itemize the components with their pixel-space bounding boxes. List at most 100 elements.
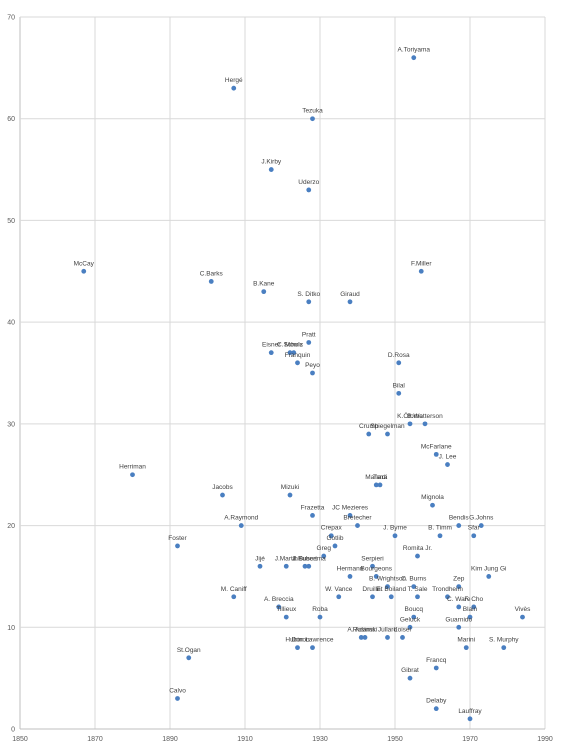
data-label: J. Byrne <box>383 525 407 532</box>
data-label: Foster <box>168 535 187 542</box>
data-label: S. Murphy <box>489 637 519 644</box>
data-label: Zep <box>453 576 465 583</box>
data-label: St.Ogan <box>177 647 201 654</box>
data-label: Crumb <box>359 423 379 430</box>
data-point <box>486 574 492 579</box>
data-point <box>430 502 435 508</box>
data-point <box>377 482 383 488</box>
data-point <box>471 604 477 610</box>
data-point <box>385 584 390 589</box>
data-point <box>437 533 443 539</box>
data-point <box>411 55 417 61</box>
data-point <box>231 85 237 91</box>
data-point <box>175 543 180 549</box>
data-label: Blain <box>463 606 478 613</box>
data-label: A. Breccia <box>264 596 294 603</box>
data-point <box>415 594 420 600</box>
data-point <box>467 716 473 722</box>
data-label: Uderzo <box>298 179 319 186</box>
data-label: Tillieux <box>276 606 297 613</box>
data-points <box>81 55 525 722</box>
data-label: B.Kane <box>253 281 275 288</box>
data-point <box>463 645 469 651</box>
data-point <box>328 533 334 539</box>
data-label: Manara <box>365 474 387 481</box>
data-label: Frazetta <box>301 504 325 511</box>
data-point <box>445 594 450 600</box>
data-label: J.Martin <box>275 555 299 562</box>
data-point <box>283 563 289 569</box>
data-point <box>370 594 375 600</box>
y-tick-label: 30 <box>7 421 15 428</box>
data-point <box>433 451 439 457</box>
data-point <box>276 604 282 610</box>
data-label: C.Schulz <box>277 342 303 349</box>
data-point <box>396 390 402 396</box>
data-label: Eisner <box>262 342 281 349</box>
data-point <box>317 614 323 620</box>
data-label: C. Ware <box>447 596 471 603</box>
data-label: Greg <box>317 545 332 552</box>
y-tick-label: 60 <box>7 116 15 123</box>
data-point <box>456 604 462 610</box>
data-point <box>130 472 135 478</box>
data-point <box>310 370 315 376</box>
data-point <box>467 614 473 620</box>
data-label: Delaby <box>426 698 447 705</box>
data-label: Spiegelman <box>370 423 405 430</box>
data-point <box>231 594 237 600</box>
data-label: Vivès <box>515 606 532 613</box>
axis-ticks: 1850 1870 1890 1910 1930 1950 1970 1990 0 10 20 30 4… <box>7 15 553 744</box>
data-point <box>310 116 315 122</box>
data-point <box>208 279 214 284</box>
data-point <box>310 645 315 651</box>
data-label: T. Sale <box>408 586 428 593</box>
x-tick-label: 1950 <box>387 736 403 743</box>
data-point <box>388 594 394 600</box>
data-point <box>347 513 353 518</box>
data-point <box>362 635 368 640</box>
y-tick-label: 10 <box>7 625 15 632</box>
data-point <box>295 645 300 651</box>
data-point <box>392 533 398 539</box>
x-tick-label: 1850 <box>12 736 28 743</box>
data-point <box>520 614 525 620</box>
data-label: Loisel <box>394 626 412 633</box>
data-label: B.Watterson <box>407 413 443 420</box>
data-label: Romita Jr. <box>403 545 432 552</box>
data-label: Hermann <box>337 565 364 572</box>
data-point <box>268 167 274 172</box>
data-point <box>396 360 402 366</box>
data-label: M. Caniff <box>221 586 247 593</box>
data-label: Gotlib <box>327 535 344 542</box>
data-label: McFarlane <box>421 443 452 450</box>
data-label: A.Raymond <box>224 515 258 522</box>
gridlines <box>19 16 546 730</box>
data-label: J. Buscema <box>292 555 326 562</box>
data-point <box>501 645 507 651</box>
data-label: G.Johns <box>469 515 494 522</box>
data-label: Franquin <box>285 352 311 359</box>
data-label: Serpieri <box>361 555 383 562</box>
data-point <box>478 523 484 528</box>
data-point <box>287 492 293 498</box>
data-label: Marini <box>457 637 475 644</box>
data-point <box>385 635 390 640</box>
data-label: Tardi <box>373 474 387 481</box>
data-label: Bendis <box>449 515 470 522</box>
x-tick-label: 1890 <box>162 736 178 743</box>
data-label: JC Mezieres <box>332 504 369 511</box>
data-point <box>306 299 312 305</box>
data-labels: A.Toriyama Hergé Tezuka J.Kirby Uderzo McCay C… <box>74 47 532 715</box>
data-label: Lauffray <box>458 708 482 715</box>
data-label: Hergé <box>225 77 243 84</box>
data-point <box>373 482 379 488</box>
data-point <box>445 462 450 467</box>
data-point <box>268 350 274 356</box>
data-label: J.Kirby <box>261 159 282 166</box>
data-point <box>456 624 462 630</box>
data-point <box>456 584 462 589</box>
data-label: Bilal <box>393 382 406 389</box>
data-point <box>175 696 180 701</box>
